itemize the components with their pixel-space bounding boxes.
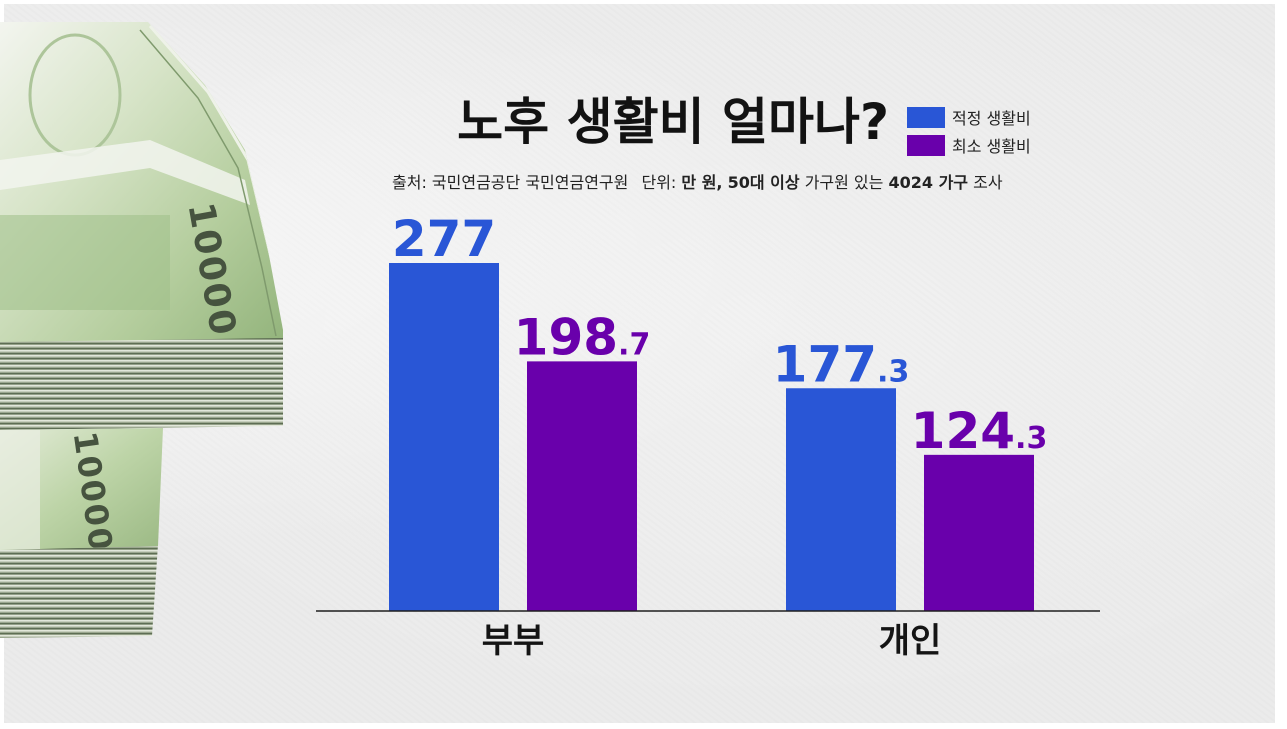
legend-label-minimum: 최소 생활비 <box>952 137 1031 156</box>
legend: 적정 생활비 최소 생활비 <box>907 103 1031 159</box>
banknote-stack-top: 10000 <box>0 22 283 430</box>
category-label-individual: 개인 <box>879 621 942 661</box>
legend-label-adequate: 적정 생활비 <box>952 109 1031 128</box>
banknote-top-pattern: 10000 <box>0 25 283 340</box>
banknote-stacks-illustration: 10000 10000 <box>0 22 283 638</box>
value-label-integer: 277 <box>392 210 496 268</box>
category-label-couple: 부부 <box>482 621 545 661</box>
banknote-paper-band <box>0 140 250 205</box>
bar-individual-minimum <box>924 454 1034 611</box>
chart-subtitle: 출처: 국민연금공단 국민연금연구원 단위: 만 원, 50대 이상 가구원 있… <box>392 171 1003 195</box>
value-label-individual-adequate: 177.3 <box>773 335 910 393</box>
value-label-integer: 198 <box>514 308 618 366</box>
legend-swatch-minimum <box>907 134 945 156</box>
banknote-layer-line <box>139 29 277 337</box>
subtitle-unit-label: 단위: <box>641 173 677 192</box>
chart-title: 노후 생활비 얼마나? <box>457 93 889 151</box>
value-label-couple-adequate: 277 <box>392 210 496 268</box>
value-label-individual-minimum: 124.3 <box>911 402 1048 460</box>
value-label-decimal: .3 <box>1015 421 1047 456</box>
banknote-stack-top-edges <box>0 332 283 430</box>
legend-swatch-adequate <box>907 106 945 128</box>
legend-item-adequate: 적정 생활비 <box>907 103 1031 131</box>
value-label-couple-minimum: 198.7 <box>514 308 651 366</box>
subtitle-unit: 만 원, <box>681 173 723 192</box>
legend-item-minimum: 최소 생활비 <box>907 131 1031 159</box>
value-label-integer: 124 <box>911 402 1015 460</box>
banknote-green-area <box>0 215 170 310</box>
value-label-integer: 177 <box>773 335 877 393</box>
banknote-white-margin <box>0 430 40 550</box>
bar-couple-adequate <box>389 263 499 611</box>
subtitle-source: 출처: 국민연금공단 국민연금연구원 <box>392 173 629 192</box>
subtitle-household-condition: 가구원 있는 <box>804 173 884 192</box>
subtitle-survey: 조사 <box>973 173 1003 192</box>
subtitle-age-condition: 50대 이상 <box>727 173 800 192</box>
banknote-stack-bottom-face <box>0 428 163 550</box>
banknote-stack-bottom-edges <box>0 544 158 638</box>
value-label-decimal: .7 <box>618 327 650 362</box>
subtitle-sample-size: 4024 가구 <box>888 173 969 192</box>
bar-couple-minimum <box>527 361 637 611</box>
bar-individual-adequate <box>786 388 896 611</box>
banknote-stack-bottom: 10000 <box>0 428 163 638</box>
value-label-decimal: .3 <box>877 354 909 389</box>
